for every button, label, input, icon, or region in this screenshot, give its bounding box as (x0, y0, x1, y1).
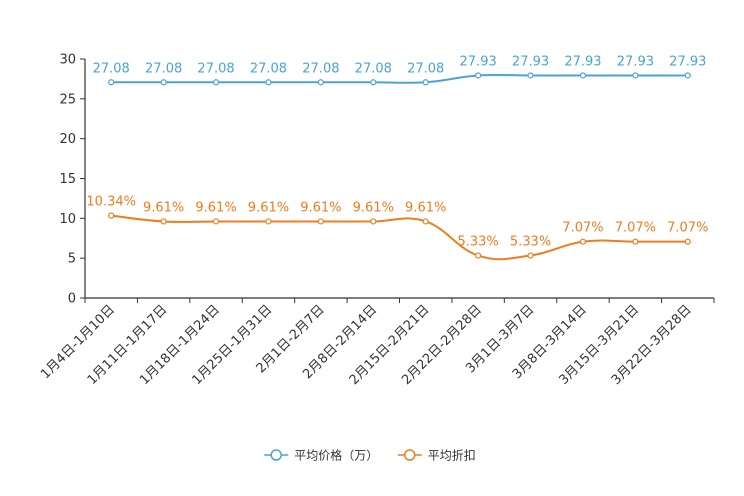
y-tick-label: 15 (59, 172, 76, 187)
y-tick-label: 30 (59, 53, 76, 68)
y-tick-label: 10 (59, 212, 76, 227)
data-point (317, 79, 324, 86)
data-label: 9.61% (353, 200, 394, 215)
data-point (422, 79, 429, 86)
data-point (160, 218, 167, 225)
data-label: 10.34% (86, 195, 136, 210)
data-label: 9.61% (405, 200, 446, 215)
data-label: 5.33% (510, 235, 551, 250)
data-label: 27.08 (302, 61, 339, 76)
data-label: 27.93 (512, 54, 549, 69)
data-label: 5.33% (457, 235, 498, 250)
data-point (265, 79, 272, 86)
data-label: 7.07% (562, 221, 603, 236)
data-point (422, 218, 429, 225)
data-label: 27.08 (197, 61, 234, 76)
legend-entry: 平均价格（万） (294, 448, 378, 463)
data-label: 9.61% (143, 200, 184, 215)
data-label: 9.61% (195, 200, 236, 215)
data-point (475, 252, 482, 259)
data-label: 7.07% (667, 221, 708, 236)
data-point (527, 72, 534, 79)
data-label: 7.07% (615, 221, 656, 236)
data-label: 27.93 (669, 54, 706, 69)
data-point (160, 79, 167, 86)
y-tick-label: 5 (68, 252, 76, 267)
series-line-1 (111, 73, 688, 84)
data-label: 9.61% (300, 200, 341, 215)
data-label: 27.93 (617, 54, 654, 69)
data-point (370, 218, 377, 225)
data-label: 27.08 (93, 61, 130, 76)
data-point (632, 72, 639, 79)
data-label: 27.08 (145, 61, 182, 76)
y-tick-label: 25 (59, 92, 76, 107)
series-line-2 (111, 214, 688, 261)
y-tick-label: 0 (68, 292, 76, 307)
data-point (317, 218, 324, 225)
data-point (579, 238, 587, 245)
data-point (579, 72, 587, 79)
data-point (108, 212, 115, 219)
data-label: 27.93 (564, 54, 601, 69)
data-label: 27.08 (250, 61, 287, 76)
data-point (475, 72, 482, 79)
data-label: 9.61% (248, 200, 289, 215)
data-label: 27.08 (355, 61, 392, 76)
data-point (684, 72, 691, 79)
data-point (265, 218, 272, 225)
y-tick-label: 20 (59, 132, 76, 147)
data-point (212, 79, 220, 86)
legend-entry: 平均折扣 (428, 448, 476, 463)
legend-marker-icon (404, 449, 416, 461)
data-point (684, 238, 691, 245)
data-label: 27.08 (407, 61, 444, 76)
data-label: 27.93 (460, 54, 497, 69)
data-point (527, 252, 534, 259)
data-point (108, 79, 115, 86)
legend-marker-icon (270, 449, 282, 461)
data-point (632, 238, 639, 245)
data-point (370, 79, 377, 86)
data-point (212, 218, 220, 225)
